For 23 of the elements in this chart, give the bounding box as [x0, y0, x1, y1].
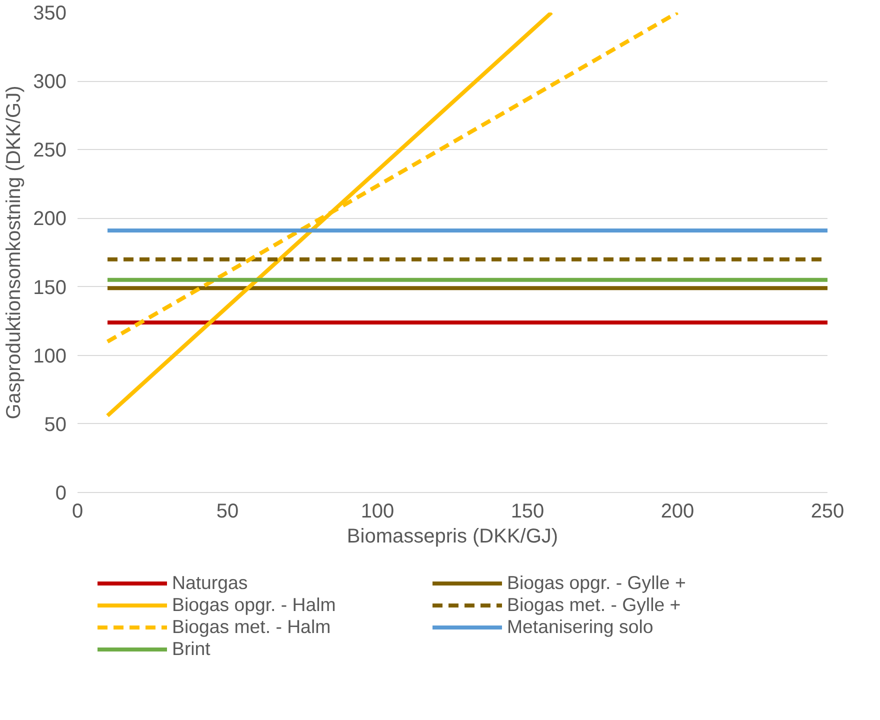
y-axis-title: Gasproduktionsomkostning (DKK/GJ) — [3, 86, 26, 420]
legend-label: Naturgas — [172, 572, 249, 594]
y-tick-label: 100 — [33, 345, 67, 368]
x-tick-label: 0 — [72, 500, 84, 522]
legend-label: Biogas opgr. - Halm — [172, 594, 337, 616]
x-tick-label: 250 — [810, 500, 844, 522]
y-tick-label: 300 — [33, 71, 67, 94]
y-tick-label: 150 — [33, 276, 67, 299]
y-tick-label: 0 — [55, 482, 66, 504]
y-tick-label: 200 — [33, 208, 67, 230]
x-tick-label: 100 — [360, 500, 394, 522]
legend-label: Biogas opgr. - Gylle + — [507, 572, 687, 594]
y-tick-label: 250 — [33, 140, 67, 162]
legend-label: Biogas met. - Gylle + — [507, 594, 682, 616]
y-tick-label: 350 — [33, 2, 67, 24]
legend-label: Metanisering solo — [507, 616, 654, 638]
x-tick-label: 50 — [216, 500, 239, 522]
x-tick-label: 150 — [510, 500, 544, 522]
x-tick-label: 200 — [660, 500, 694, 522]
x-axis-title: Biomassepris (DKK/GJ) — [346, 526, 558, 548]
legend-label: Brint — [172, 638, 212, 660]
legend-label: Biogas met. - Halm — [172, 616, 332, 638]
y-tick-label: 50 — [44, 414, 67, 436]
